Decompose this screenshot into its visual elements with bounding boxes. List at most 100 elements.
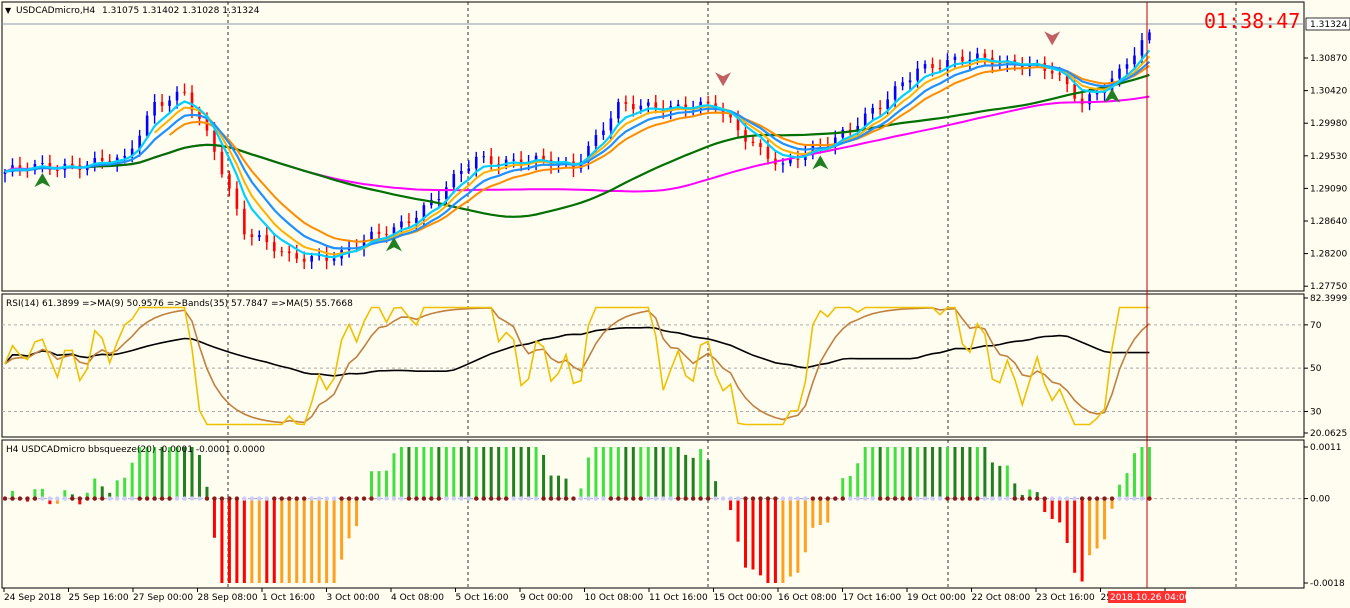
squeeze-dot [77,496,83,501]
candle-body [632,103,635,110]
candle-body [654,102,658,109]
candle-body [310,255,313,262]
candle-body [228,174,231,189]
candle-body [789,158,792,164]
candle-body [729,114,732,118]
squeeze-dot [376,496,382,501]
candle-body [908,80,912,83]
squeeze-dot [945,496,950,501]
time-tick-label: 3 Oct 00:00 [327,593,380,603]
candle-body [392,227,396,236]
time-tick-label: 28 Sep 08:00 [198,593,258,603]
time-axis: 24 Sep 2018 25 Sep 16:00 27 Sep 00:00 28 Se… [3,588,1191,603]
candle-body [848,129,852,131]
squeeze-dot [122,496,127,501]
candle-body [841,129,845,138]
squeeze-dot [1042,496,1047,501]
candle-body [93,157,97,165]
time-tick-label: 10 Oct 08:00 [585,593,644,603]
squeeze-dot [466,496,471,501]
price-tick-label: 1.30420 [1310,87,1347,97]
squeeze-dot [720,496,726,501]
squeeze-dot [1057,496,1062,501]
squeeze-dot [459,496,464,501]
candle-body [953,56,957,60]
squeeze-dot [212,496,217,501]
candle-body [1020,65,1024,69]
candle-body [168,100,171,106]
squeeze-dot [1072,496,1077,501]
squeeze-dot [174,496,180,501]
squeeze-dot [1139,496,1145,501]
candle-body [220,151,224,175]
squeeze-dot [152,496,157,501]
squeeze-dot [1020,496,1025,501]
squeeze-dot [661,496,666,501]
squeeze-dot [391,496,397,501]
squeeze-dot [159,496,165,501]
rsi-tick-label: 30 [1310,407,1322,417]
squeeze-dot [436,496,442,501]
time-tick-label: 24 Sep 2018 [4,593,61,603]
time-tick-label: 25 Sep 16:00 [69,593,129,603]
candle-body [243,208,246,235]
time-tick-label: 11 Oct 16:00 [649,593,708,603]
squeeze-dot [264,496,269,501]
squeeze-dot [249,496,255,501]
squeeze-dot [937,496,943,501]
rsi-panel[interactable] [1,293,1305,438]
rsi-lines [2,306,1304,426]
squeeze-dot [1035,496,1040,501]
squeeze-dot [653,496,658,501]
squeeze-dot [451,496,456,501]
ohlc-values: 1.31075 1.31402 1.31028 1.31324 [102,6,260,16]
candle-body [302,258,306,262]
squeeze-dot [975,496,980,501]
candle-body [190,92,194,111]
squeeze-dot [1094,496,1100,501]
squeeze-dot [354,496,359,501]
squeeze-dot [287,496,292,501]
squeeze-dot [683,496,688,501]
squeeze-dot [339,496,344,501]
squeeze-dot [167,496,172,501]
time-tick-label: 1 Oct 16:00 [262,593,315,603]
time-tick-label: 22 Oct 08:00 [972,593,1031,603]
current-price-box [1305,17,1350,31]
squeeze-dot [773,496,778,501]
squeeze-dot [548,496,554,501]
squeeze-dot [324,496,329,501]
candle-clock: 01:38:47 [1204,9,1300,33]
price-axis: 1.30870 1.30420 1.29980 1.29530 1.29090 1.286… [1304,54,1347,589]
squeeze-dot [638,496,643,501]
squeeze-dot [257,496,262,501]
candle-body [923,64,927,69]
candle-body [938,68,942,70]
candle-body [983,53,987,58]
candle-body [377,231,381,234]
candle-body [437,199,441,201]
candle-body [886,99,889,110]
squeeze-dot [698,496,703,501]
squeeze-dot [189,496,195,501]
squeeze-dot [100,496,105,501]
candle-body [1125,64,1129,69]
candle-body [617,102,620,119]
squeeze-dot [518,496,524,501]
dropdown-triangle-icon[interactable]: ▼ [5,6,12,15]
time-tick-label: 9 Oct 00:00 [520,593,573,603]
squeeze-panel[interactable] [1,439,1305,589]
candle-body [1028,63,1032,69]
candle-body [272,242,276,252]
squeeze-dot [960,496,965,501]
candle-body [130,148,134,156]
candle-body [153,102,156,116]
candle-body [878,107,882,110]
ma-green-line [79,73,1150,218]
candle-body [3,171,7,174]
squeeze-dot [129,496,135,501]
squeeze-dot [967,496,973,501]
buy-arrow-icon [385,237,402,252]
candle-body [751,141,755,144]
